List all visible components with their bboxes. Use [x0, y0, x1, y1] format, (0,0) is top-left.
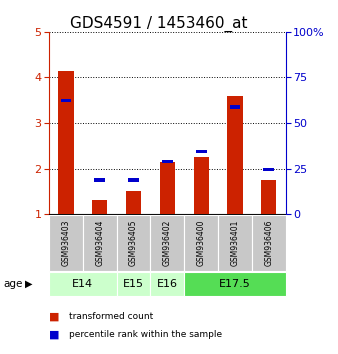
Text: ■: ■: [49, 312, 59, 322]
Text: GSM936400: GSM936400: [197, 219, 206, 266]
Bar: [252, 215, 286, 271]
Bar: [150, 272, 184, 296]
Bar: [94, 178, 105, 182]
Text: E17.5: E17.5: [219, 279, 251, 289]
Bar: [117, 272, 150, 296]
Bar: [117, 215, 150, 271]
Bar: [49, 215, 83, 271]
Text: age: age: [3, 279, 23, 289]
Bar: [196, 149, 207, 153]
Text: GSM936402: GSM936402: [163, 219, 172, 266]
Text: percentile rank within the sample: percentile rank within the sample: [69, 330, 222, 339]
Bar: [160, 162, 175, 214]
Text: GSM936405: GSM936405: [129, 219, 138, 266]
Bar: [193, 157, 209, 214]
Bar: [128, 178, 139, 182]
Text: E16: E16: [157, 279, 178, 289]
Bar: [83, 215, 117, 271]
Text: transformed count: transformed count: [69, 312, 153, 321]
Bar: [92, 200, 107, 214]
Bar: [126, 192, 141, 214]
Text: GDS4591 / 1453460_at: GDS4591 / 1453460_at: [70, 16, 248, 32]
Text: E15: E15: [123, 279, 144, 289]
Text: E14: E14: [72, 279, 93, 289]
Bar: [261, 180, 276, 214]
Bar: [58, 70, 74, 214]
Text: GSM936401: GSM936401: [231, 219, 239, 266]
Text: ■: ■: [49, 330, 59, 339]
Bar: [230, 105, 240, 109]
Bar: [227, 96, 243, 214]
Text: GSM936406: GSM936406: [264, 219, 273, 266]
Text: GSM936403: GSM936403: [62, 219, 70, 266]
Bar: [61, 98, 71, 102]
Bar: [263, 168, 274, 171]
Text: ▶: ▶: [25, 279, 33, 289]
Bar: [218, 215, 252, 271]
Bar: [162, 160, 173, 164]
Bar: [184, 272, 286, 296]
Bar: [184, 215, 218, 271]
Text: GSM936404: GSM936404: [95, 219, 104, 266]
Bar: [49, 272, 117, 296]
Bar: [150, 215, 184, 271]
